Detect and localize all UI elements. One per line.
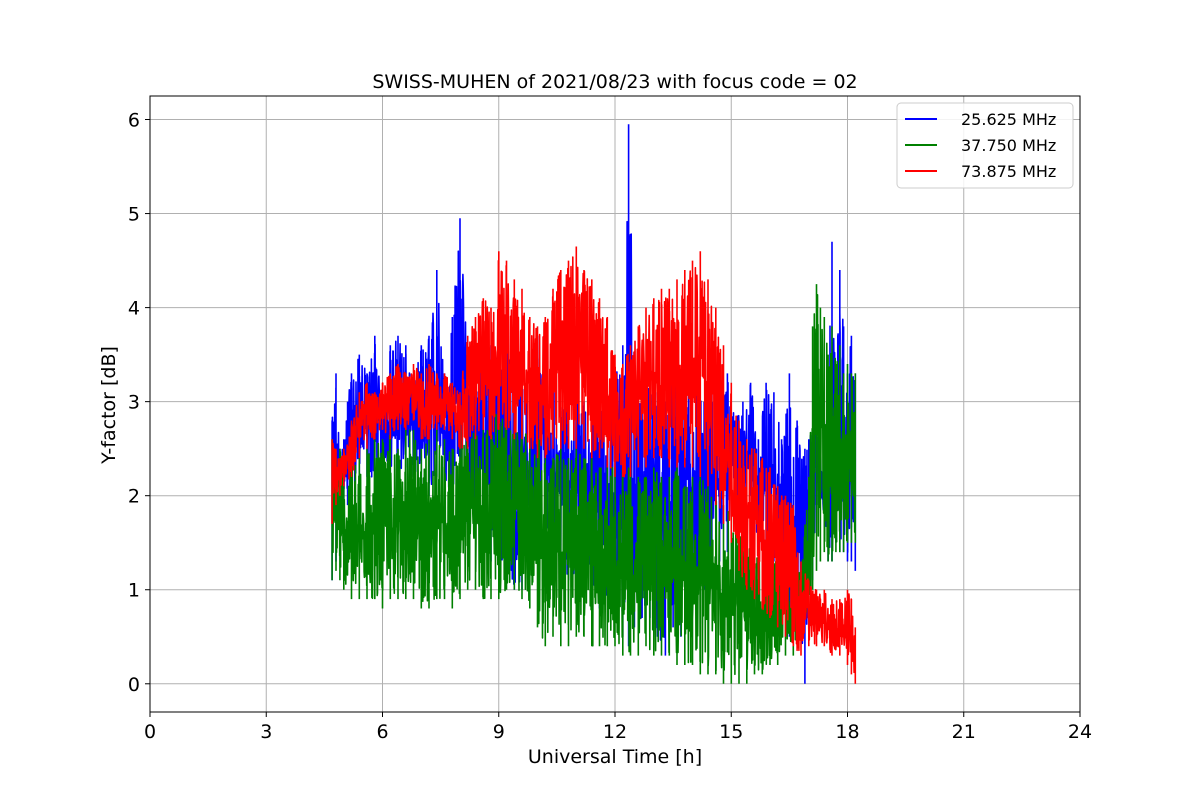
series-73-875-mhz-line — [331, 246, 857, 684]
legend-label: 25.625 MHz — [961, 110, 1056, 129]
x-tick-label: 15 — [719, 721, 743, 743]
legend: 25.625 MHz 37.750 MHz 73.875 MHz — [896, 102, 1074, 189]
legend-label: 73.875 MHz — [961, 162, 1056, 181]
y-tick-label: 2 — [128, 486, 140, 508]
x-tick-label: 12 — [603, 721, 627, 743]
y-tick-label: 6 — [128, 110, 140, 132]
x-tick-label: 3 — [260, 721, 272, 743]
y-tick-label: 4 — [128, 298, 140, 320]
x-tick-label: 0 — [144, 721, 156, 743]
x-axis-label: Universal Time [h] — [528, 746, 702, 768]
x-tick-label: 18 — [835, 721, 859, 743]
legend-label: 37.750 MHz — [961, 136, 1056, 155]
x-tick-label: 24 — [1068, 721, 1092, 743]
y-tick-label: 5 — [128, 204, 140, 226]
x-tick-label: 21 — [952, 721, 976, 743]
y-tick-label: 3 — [128, 392, 140, 414]
y-tick-label: 1 — [128, 580, 140, 602]
series-layer — [331, 124, 857, 684]
x-tick-label: 9 — [493, 721, 505, 743]
y-tick-label: 0 — [128, 674, 140, 696]
legend-box — [896, 102, 1074, 189]
chart-title: SWISS-MUHEN of 2021/08/23 with focus cod… — [372, 71, 857, 93]
y-axis-label: Y-factor [dB] — [98, 346, 120, 465]
x-tick-label: 6 — [376, 721, 388, 743]
